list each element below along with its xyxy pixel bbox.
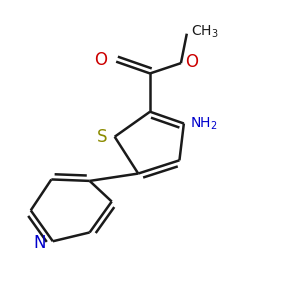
Text: CH$_3$: CH$_3$ — [191, 24, 219, 40]
Text: O: O — [94, 51, 107, 69]
Text: S: S — [97, 128, 107, 146]
Text: NH$_2$: NH$_2$ — [190, 115, 218, 132]
Text: N: N — [33, 234, 46, 252]
Text: O: O — [185, 53, 198, 71]
